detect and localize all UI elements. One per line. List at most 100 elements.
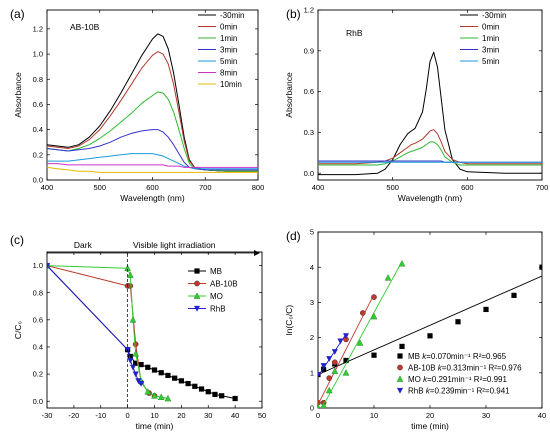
data-point-MO [384, 274, 392, 281]
y-axis-label: Absorbance [284, 72, 294, 118]
data-point-MO [151, 392, 158, 399]
x-tick-label: 10 [150, 411, 158, 420]
y-tick-label: 0.8 [33, 75, 43, 84]
data-point-MB [178, 378, 184, 384]
data-point-AB-10B [132, 341, 139, 348]
data-point-MB [321, 366, 327, 372]
legend-label-RhB: RhB [210, 305, 226, 314]
data-point-MO [164, 394, 172, 402]
data-point-RhB [318, 371, 321, 378]
x-tick-label: 800 [252, 183, 265, 192]
legend-marker-MB [194, 268, 200, 274]
legend-label-5min: 5min [220, 57, 237, 66]
data-point-AB-10B [318, 399, 321, 406]
data-point-MB [343, 357, 349, 364]
series-line-0min [47, 51, 258, 172]
legend-k-symbol: k [422, 352, 427, 361]
panel-2: 400 500 600 700 0.0 0.3 0.6 0.9 1.2 Wavelength (n… [284, 6, 548, 203]
legend-fit-values: =0.070min⁻¹ R²=0.965 [426, 352, 506, 361]
data-point-MO [144, 388, 152, 395]
data-point-AB-10B [331, 359, 338, 366]
legend-label-5min: 5min [482, 57, 499, 66]
data-point-MB [455, 319, 461, 325]
data-point-MO [320, 401, 327, 408]
y-tick-label: 1.0 [33, 50, 43, 59]
x-tick-label: 600 [461, 183, 474, 192]
series-line-5min [47, 153, 258, 170]
legend-label-MO: MO k=0.291min⁻¹ R²=0.991 [408, 375, 507, 384]
y-tick-label: 0.0 [304, 169, 314, 178]
data-point-MB [483, 306, 489, 313]
y-tick-label: 1 [310, 368, 314, 377]
x-tick-label: -10 [95, 411, 106, 420]
plot-area [318, 260, 542, 408]
y-tick-label: 0.3 [304, 128, 314, 137]
data-point-AB-10B [127, 283, 134, 289]
legend-label-1min: 1min [220, 34, 237, 43]
series-line-1min [318, 141, 542, 166]
panel-label: (d) [286, 229, 301, 243]
legend-fit-values: =0.313min⁻¹ R²=0.976 [442, 364, 522, 373]
data-point-MB [399, 343, 405, 349]
data-point-RhB [132, 371, 139, 378]
data-point-AB-10B [371, 294, 377, 300]
data-point-MB [165, 372, 171, 379]
y-tick-label: 0 [310, 404, 314, 413]
fit-line-AB-10B [318, 294, 375, 405]
legend-label-3min: 3min [482, 46, 499, 55]
y-tick-label: 0.6 [33, 315, 43, 324]
x-tick-label: 40 [231, 411, 239, 420]
sample-label: AB-10B [70, 22, 100, 32]
legend-label--30min: -30min [482, 11, 506, 20]
legend-label--30min: -30min [220, 11, 244, 20]
x-tick-label: 600 [146, 183, 159, 192]
x-axis-label: Wavelength (nm) [398, 193, 463, 203]
panel-4: 0 10 20 30 40 0 1 2 3 4 5 time (min) ln(C₀/C) (d) MB k… [284, 228, 546, 431]
legend-series-name: MO [408, 375, 423, 384]
x-tick-label: 700 [199, 183, 212, 192]
x-axis-label: Wavelength (nm) [120, 193, 185, 203]
legend-label-1min: 1min [482, 34, 499, 43]
plot-area [47, 261, 238, 402]
y-tick-label: 0.9 [304, 46, 314, 55]
x-tick-label: 50 [258, 411, 266, 420]
x-tick-label: -20 [68, 411, 79, 420]
panel-label: (b) [286, 7, 301, 21]
x-tick-label: 40 [538, 411, 546, 420]
y-tick-label: 0.0 [33, 176, 43, 185]
legend-label-10min: 10min [220, 80, 242, 89]
x-tick-label: -30 [42, 411, 53, 420]
data-point-MO [331, 367, 339, 374]
data-point-MB [205, 389, 211, 395]
legend-series-name: AB-10B [408, 364, 438, 373]
y-tick-label: 0.2 [33, 370, 43, 379]
legend-label-MO: MO [210, 292, 223, 301]
data-point-MB [145, 364, 151, 370]
legend-label-MB: MB [210, 267, 222, 276]
data-point-MO [342, 369, 350, 376]
x-tick-label: 400 [41, 183, 54, 192]
legend-marker-MO [193, 292, 201, 299]
plot-area [47, 33, 258, 173]
data-point-MB [138, 361, 144, 368]
x-tick-label: 20 [426, 411, 434, 420]
arrow-head [254, 250, 260, 256]
data-point-RhB [47, 262, 50, 269]
legend-series-name: RhB [408, 387, 426, 396]
data-point-RhB [130, 364, 136, 371]
legend-label-0min: 0min [482, 23, 499, 32]
y-tick-label: 1.2 [33, 24, 43, 33]
x-tick-label: 400 [312, 183, 325, 192]
data-point-MB [158, 370, 164, 376]
panel-label: (a) [10, 7, 25, 21]
y-axis-label: Absorbance [13, 72, 23, 118]
data-point-AB-10B [326, 375, 333, 381]
legend-marker-MB [397, 353, 403, 359]
legend-marker-AB-10B [397, 364, 403, 371]
sample-label: RhB [346, 28, 363, 38]
legend-marker-RhB [397, 387, 403, 394]
y-tick-label: 3 [310, 298, 314, 307]
dark-label: Dark [74, 240, 93, 250]
data-point-MB [192, 383, 198, 389]
